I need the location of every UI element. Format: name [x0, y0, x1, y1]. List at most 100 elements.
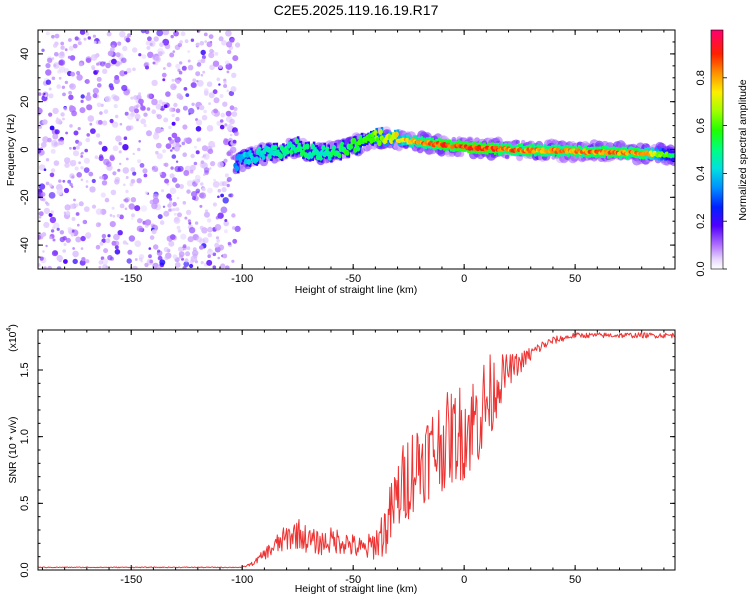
- spectrogram-noise-cell: [38, 216, 42, 219]
- spectrogram-noise-cell: [146, 258, 154, 266]
- spectrogram-noise-cell: [134, 205, 141, 212]
- spectrogram-noise-cell: [188, 227, 196, 234]
- spectrogram-noise-cell: [229, 146, 237, 154]
- spectrogram-noise-cell: [152, 197, 160, 205]
- spectrogram-noise-cell: [90, 128, 96, 135]
- spectrogram-noise-cell: [217, 212, 224, 219]
- spectrogram-noise-cell: [171, 113, 175, 118]
- spectrogram-noise-cell: [138, 228, 143, 232]
- spectrogram-noise-cell: [169, 201, 173, 205]
- spectrogram-noise-cell: [195, 188, 201, 194]
- spectrogram-noise-cell: [57, 138, 61, 142]
- spectrogram-noise-cell: [158, 172, 162, 176]
- spectrogram-noise-cell: [69, 124, 73, 128]
- spectrogram-noise-cell: [56, 266, 62, 269]
- spectrogram-noise-cell: [199, 41, 205, 46]
- spectrogram-noise-cell: [220, 112, 226, 118]
- spectrogram-noise-cell: [157, 265, 161, 269]
- spectrogram-noise-cell: [125, 125, 132, 131]
- spectrogram-noise-cell: [183, 137, 189, 143]
- spectrogram-signal-core: [331, 145, 337, 151]
- spectrogram-signal-core: [257, 146, 262, 153]
- spectrogram-noise-cell: [232, 238, 238, 244]
- spectrogram-noise-cell: [234, 225, 241, 232]
- spectrogram-noise-cell: [224, 123, 228, 127]
- spectrogram-noise-cell: [80, 178, 84, 182]
- spectrogram-noise-cell: [228, 123, 232, 127]
- spectrogram-noise-cell: [49, 236, 52, 240]
- spectrogram-noise-cell: [109, 155, 115, 161]
- spectrogram-noise-cell: [206, 125, 214, 132]
- spectrogram-noise-cell: [187, 50, 191, 53]
- spectrogram-noise-cell: [222, 101, 228, 107]
- spectrogram-noise-cell: [42, 250, 45, 253]
- spectrogram-noise-cell: [122, 45, 128, 52]
- spectrogram-noise-cell: [206, 41, 213, 48]
- spectrogram-noise-cell: [98, 155, 104, 161]
- spectrogram-noise-cell: [168, 240, 175, 247]
- spectrogram-noise-cell: [168, 125, 172, 130]
- spectrogram-noise-cell: [156, 30, 164, 37]
- spectrogram-noise-cell: [117, 230, 123, 236]
- spectrogram-signal-core: [285, 148, 290, 155]
- spectrogram-noise-cell: [226, 70, 230, 74]
- spectrogram-noise-cell: [195, 42, 200, 47]
- spectrogram-noise-cell: [85, 259, 90, 264]
- colorbar-tick-label: 0.8: [695, 70, 707, 85]
- spectrogram-noise-cell: [104, 175, 109, 179]
- spectrogram-noise-cell: [72, 250, 79, 258]
- spectrogram-noise-cell: [171, 78, 175, 82]
- spectrogram-noise-cell: [181, 141, 186, 146]
- spectrogram-noise-cell: [132, 265, 138, 269]
- spectrogram-noise-cell: [64, 204, 71, 211]
- spectrogram-noise-cell: [167, 203, 172, 208]
- spectrogram-noise-cell: [56, 69, 62, 74]
- spectrogram-noise-cell: [219, 94, 224, 98]
- spectrogram-noise-cell: [63, 243, 67, 246]
- spectrogram-signal-core: [305, 143, 310, 150]
- spectrogram-noise-cell: [172, 254, 178, 260]
- spectrogram-noise-cell: [69, 55, 76, 61]
- spectrogram-noise-cell: [112, 215, 116, 218]
- spectrogram-noise-cell: [166, 235, 173, 242]
- spectrogram-noise-cell: [114, 176, 121, 183]
- spectrogram-noise-cell: [146, 45, 151, 50]
- snr-xlabel: Height of straight line (km): [295, 583, 418, 595]
- spectrogram-noise-cell: [175, 142, 180, 147]
- spectrogram-noise-cell: [103, 109, 109, 114]
- spectrogram-noise-cell: [223, 158, 228, 163]
- spectrogram-noise-cell: [174, 216, 179, 222]
- spectrogram-noise-cell: [175, 116, 180, 122]
- spectrogram-ytick-label: -40: [19, 237, 31, 253]
- spectrogram-noise-cell: [224, 173, 229, 178]
- spectrogram-noise-cell: [196, 107, 200, 110]
- spectrogram-noise-cell: [107, 255, 113, 261]
- spectrogram-noise-cell: [38, 164, 46, 171]
- spectrogram-noise-cell: [201, 114, 208, 121]
- spectrogram-noise-cell: [60, 45, 65, 50]
- spectrogram-noise-cell: [86, 133, 90, 137]
- spectrogram-noise-cell: [111, 121, 119, 128]
- spectrogram-noise-cell: [102, 120, 108, 126]
- spectrogram-noise-cell: [223, 80, 227, 84]
- spectrogram-noise-cell: [171, 177, 178, 183]
- spectrogram-noise-cell: [85, 31, 90, 36]
- spectrogram-noise-cell: [103, 248, 109, 254]
- spectrogram-noise-cell: [151, 79, 158, 87]
- spectrogram-noise-cell: [46, 202, 50, 207]
- spectrogram-noise-cell: [124, 71, 128, 75]
- spectrogram-noise-cell: [54, 129, 60, 135]
- spectrogram-noise-cell: [187, 219, 191, 223]
- spectrogram-noise-cell: [115, 114, 119, 119]
- spectrogram-signal-core: [377, 140, 382, 147]
- spectrogram-noise-cell: [136, 94, 142, 100]
- spectrogram-signal-core: [373, 129, 378, 136]
- spectrogram-noise-cell: [186, 180, 194, 187]
- spectrogram-noise-cell: [157, 51, 163, 57]
- spectrogram-signal-core: [345, 149, 350, 156]
- spectrogram-halo-cell: [504, 154, 510, 160]
- spectrogram-noise-cell: [118, 150, 122, 154]
- spectrogram-noise-cell: [212, 60, 220, 67]
- spectrogram-noise-cell: [89, 186, 96, 193]
